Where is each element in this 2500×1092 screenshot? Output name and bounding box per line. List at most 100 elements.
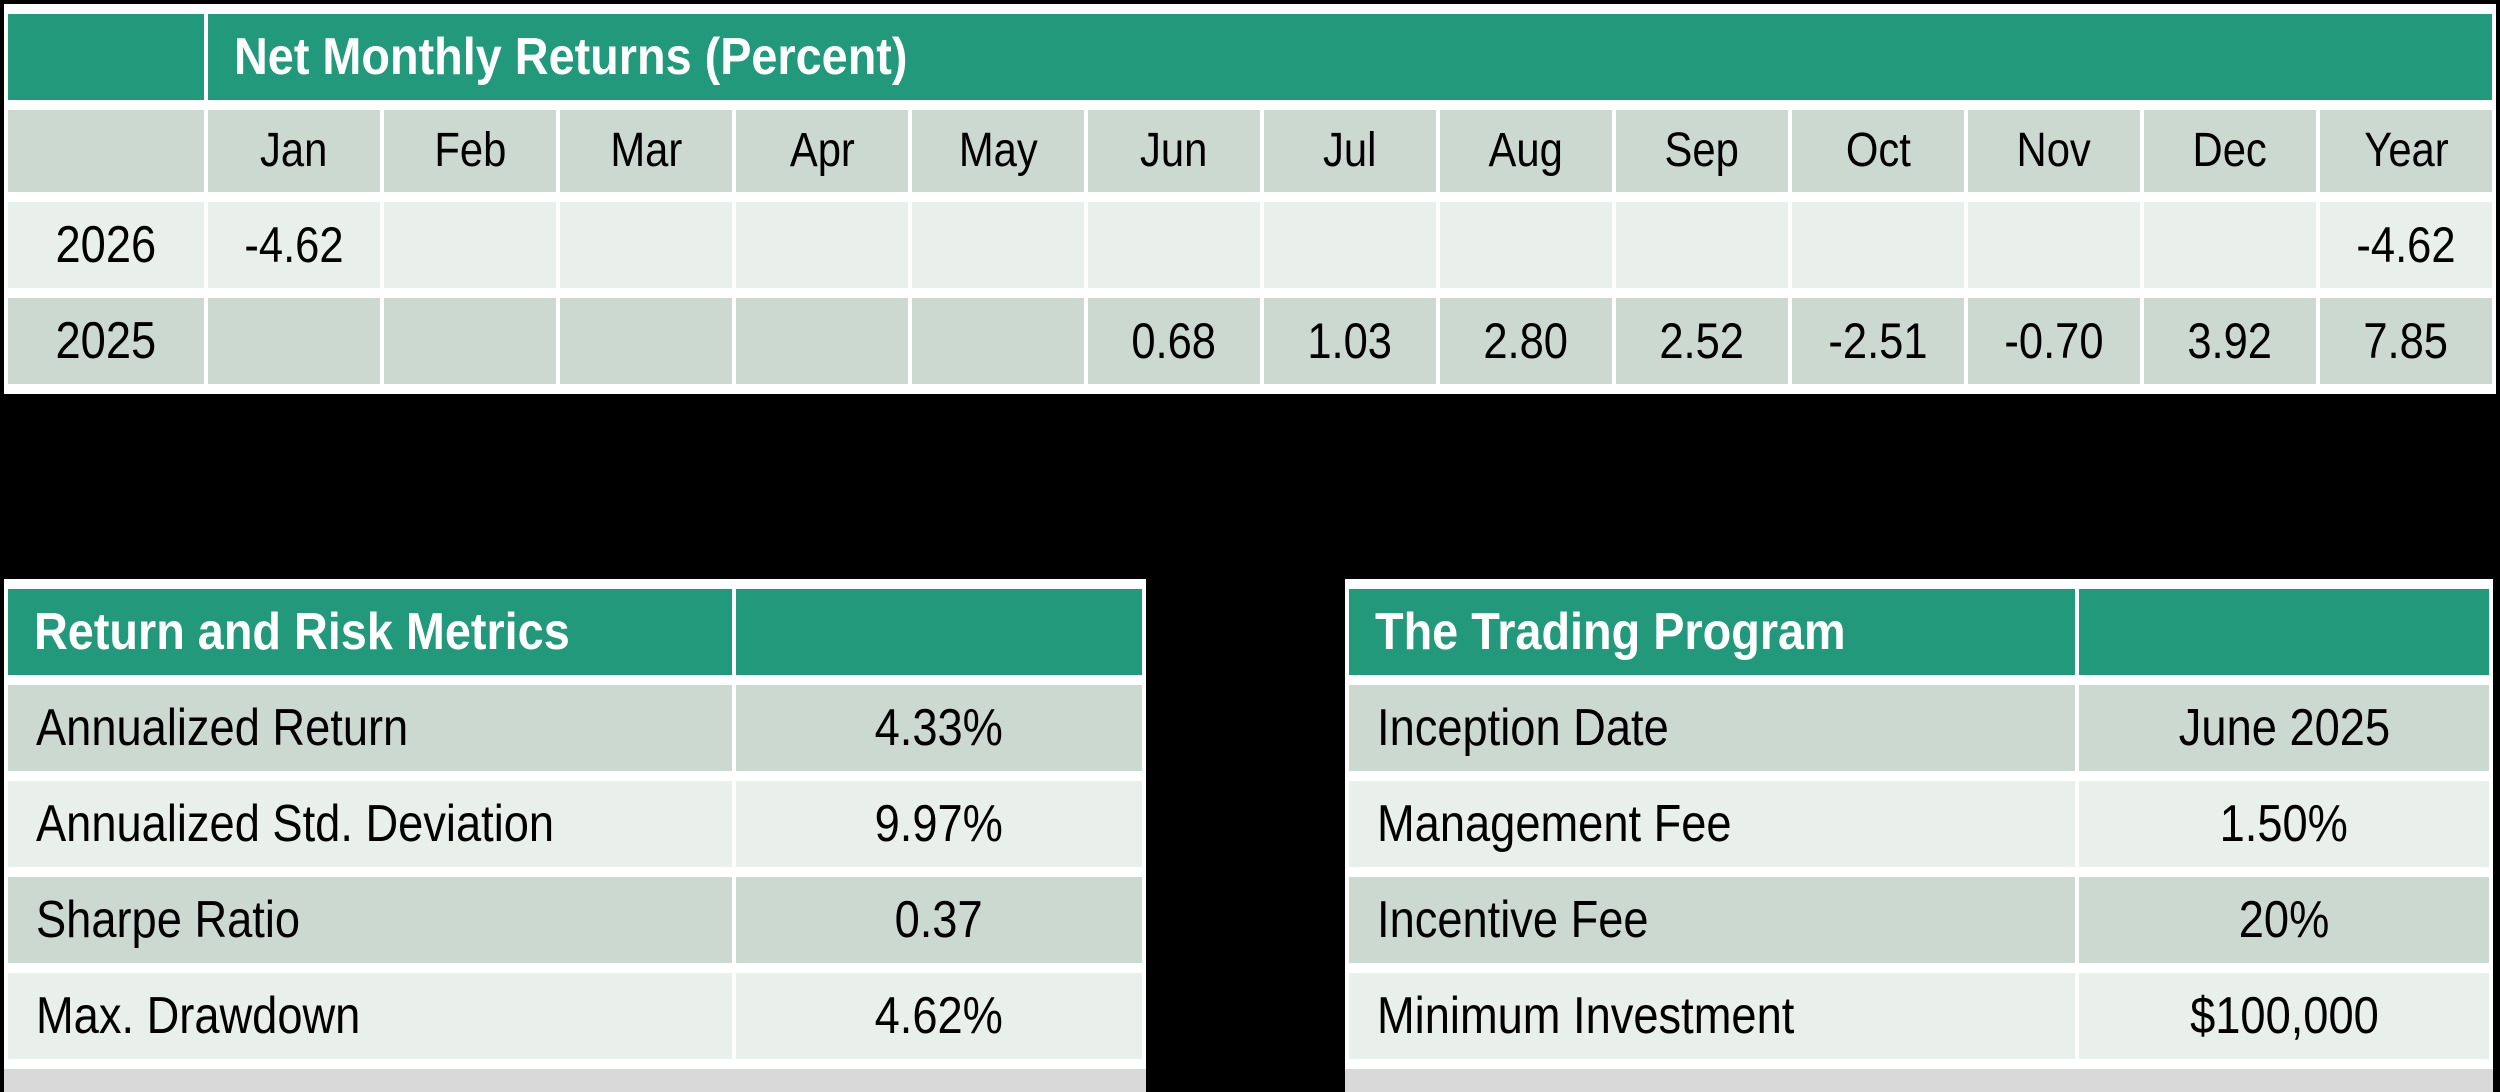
return-cell xyxy=(208,298,380,384)
cell-text: 2025 xyxy=(55,312,157,370)
cell-text: 9.97% xyxy=(874,795,1004,853)
table-row: Management Fee 1.50% xyxy=(1349,781,2489,867)
trading-program-title-cell: The Trading Program xyxy=(1349,589,2075,675)
cell-text: Jun xyxy=(1140,124,1208,177)
corner-header-cell xyxy=(8,14,204,100)
cell-text: 4.62% xyxy=(874,987,1004,1045)
return-cell xyxy=(1616,202,1788,288)
table-row: Inception Date June 2025 xyxy=(1349,685,2489,771)
cell-text: Inception Date xyxy=(1377,699,1669,757)
metric-label: Max. Drawdown xyxy=(8,973,732,1059)
cell-text: Nov xyxy=(2016,124,2092,177)
month-col-header-jul: Jul xyxy=(1264,110,1436,192)
month-col-header-aug: Aug xyxy=(1440,110,1612,192)
cell-text: Annualized Return xyxy=(36,699,409,757)
year-label: 2025 xyxy=(8,298,204,384)
return-cell xyxy=(736,202,908,288)
cell-text: -2.51 xyxy=(1828,313,1928,369)
return-cell: 2.52 xyxy=(1616,298,1788,384)
return-cell xyxy=(1792,202,1964,288)
risk-metrics-title-cell: Return and Risk Metrics xyxy=(8,589,732,675)
program-value: 1.50% xyxy=(2079,781,2489,867)
return-cell xyxy=(560,202,732,288)
empty-cell xyxy=(8,110,204,192)
return-cell: -0.70 xyxy=(1968,298,2140,384)
return-cell xyxy=(1440,202,1612,288)
cell-text: Max. Drawdown xyxy=(36,987,361,1045)
program-label: Management Fee xyxy=(1349,781,2075,867)
table-row-2025: 2025 0.68 1.03 2.80 2.52 -2.51 -0.70 3.9… xyxy=(8,298,2492,384)
program-value: 20% xyxy=(2079,877,2489,963)
table-row: Incentive Fee 20% xyxy=(1349,877,2489,963)
return-cell: 1.03 xyxy=(1264,298,1436,384)
risk-metrics-title: Return and Risk Metrics xyxy=(34,603,570,661)
return-cell xyxy=(912,202,1084,288)
cell-text: Incentive Fee xyxy=(1377,891,1649,949)
trading-program-title: The Trading Program xyxy=(1375,603,1846,661)
cell-text: Management Fee xyxy=(1377,795,1732,853)
return-cell: 2.80 xyxy=(1440,298,1612,384)
cell-text: 0.37 xyxy=(894,891,984,949)
return-cell xyxy=(1264,202,1436,288)
program-label: Incentive Fee xyxy=(1349,877,2075,963)
net-monthly-returns-table: Net Monthly Returns (Percent) Jan Feb Ma… xyxy=(4,4,2496,394)
metric-value: 4.62% xyxy=(736,973,1142,1059)
trading-program-section: The Trading Program Inception Date June … xyxy=(1345,579,2493,1092)
month-col-header-jun: Jun xyxy=(1088,110,1260,192)
metric-value: 9.97% xyxy=(736,781,1142,867)
return-cell xyxy=(736,298,908,384)
cell-text: -4.62 xyxy=(2356,217,2456,273)
monthly-returns-section: Net Monthly Returns (Percent) Jan Feb Ma… xyxy=(4,4,2496,394)
year-total-cell: -4.62 xyxy=(2320,202,2492,288)
cell-text: Mar xyxy=(610,124,682,177)
cell-text: 1.50% xyxy=(2219,795,2349,853)
cell-text: 4.33% xyxy=(874,699,1004,757)
metric-label: Annualized Std. Deviation xyxy=(8,781,732,867)
return-cell: 0.68 xyxy=(1088,298,1260,384)
return-cell: 3.92 xyxy=(2144,298,2316,384)
return-cell xyxy=(2144,202,2316,288)
cell-text: June 2025 xyxy=(2178,699,2390,757)
table-header-row: Return and Risk Metrics xyxy=(8,589,1142,675)
return-cell: -2.51 xyxy=(1792,298,1964,384)
cell-text: 20% xyxy=(2238,891,2330,949)
metric-label: Annualized Return xyxy=(8,685,732,771)
cell-text: 7.85 xyxy=(2363,313,2449,369)
empty-header-cell xyxy=(2079,589,2489,675)
metric-value: 0.37 xyxy=(736,877,1142,963)
return-cell xyxy=(912,298,1084,384)
cell-text: Oct xyxy=(1845,124,1911,177)
cell-text: Sharpe Ratio xyxy=(36,891,301,949)
month-col-header-nov: Nov xyxy=(1968,110,2140,192)
cell-text: 3.92 xyxy=(2187,313,2273,369)
trading-program-table: The Trading Program Inception Date June … xyxy=(1345,579,2493,1069)
year-label: 2026 xyxy=(8,202,204,288)
metric-label: Sharpe Ratio xyxy=(8,877,732,963)
cell-text: Apr xyxy=(789,124,855,177)
return-cell xyxy=(560,298,732,384)
return-cell xyxy=(1968,202,2140,288)
metric-value: 4.33% xyxy=(736,685,1142,771)
cell-text: 2.52 xyxy=(1659,313,1745,369)
program-label: Minimum Investment xyxy=(1349,973,2075,1059)
cell-text: 2.80 xyxy=(1483,313,1569,369)
table-header-row: The Trading Program xyxy=(1349,589,2489,675)
month-col-header-mar: Mar xyxy=(560,110,732,192)
empty-header-cell xyxy=(736,589,1142,675)
year-col-header: Year xyxy=(2320,110,2492,192)
cell-text: 1.03 xyxy=(1307,313,1393,369)
program-label: Inception Date xyxy=(1349,685,2075,771)
program-value: $100,000 xyxy=(2079,973,2489,1059)
return-cell xyxy=(1088,202,1260,288)
monthly-returns-title-cell: Net Monthly Returns (Percent) xyxy=(208,14,2492,100)
return-cell xyxy=(384,202,556,288)
table-row: Sharpe Ratio 0.37 xyxy=(8,877,1142,963)
month-header-row: Jan Feb Mar Apr May Jun Jul Aug Sep Oct … xyxy=(8,110,2492,192)
cell-text: Minimum Investment xyxy=(1377,987,1795,1045)
month-col-header-jan: Jan xyxy=(208,110,380,192)
month-col-header-may: May xyxy=(912,110,1084,192)
month-col-header-oct: Oct xyxy=(1792,110,1964,192)
cell-text: Jul xyxy=(1323,124,1377,177)
program-value: June 2025 xyxy=(2079,685,2489,771)
cell-text: Sep xyxy=(1664,124,1740,177)
